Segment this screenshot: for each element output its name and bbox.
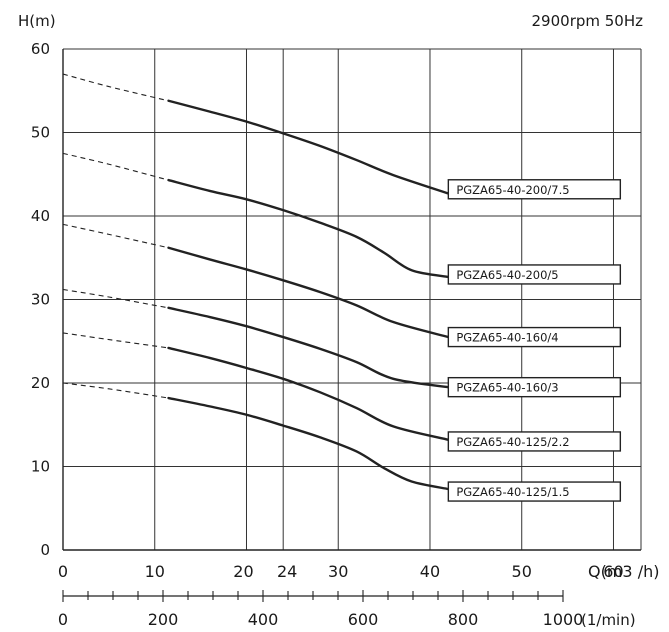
x2-tick-label: 400 <box>248 610 279 629</box>
secondary-x-axis: 0 200 400 600 800 1000 <box>58 590 583 629</box>
x2-axis-label: (1/min) <box>581 611 636 629</box>
curve-solid-2 <box>167 178 450 279</box>
curve-label: PGZA65-40-200/5 <box>456 268 558 282</box>
curve-dashed-2 <box>62 152 169 181</box>
chart-subtitle: 2900rpm 50Hz <box>532 12 644 30</box>
curve-label-box <box>447 431 622 452</box>
curve-dashed-6 <box>62 382 169 399</box>
curve-dashed-3 <box>62 223 169 249</box>
curve-label-box <box>447 481 622 502</box>
curve-label: PGZA65-40-160/4 <box>456 331 558 345</box>
x2-tick-label: 800 <box>448 610 479 629</box>
curve-solid-3 <box>167 246 450 339</box>
x2-tick-label: 1000 <box>543 610 584 629</box>
x2-tick-label: 200 <box>148 610 179 629</box>
curve-label: PGZA65-40-160/3 <box>456 381 558 395</box>
curve-solid-4 <box>167 306 450 389</box>
y-axis-label: H(m) <box>18 12 56 30</box>
x-axis-label: Q(m3 /h) <box>588 562 659 581</box>
x-tick-label: 24 <box>277 562 297 581</box>
curves <box>62 73 450 491</box>
curve-label-box <box>447 326 622 348</box>
y-tick-label: 60 <box>31 40 50 58</box>
x-tick-label: 30 <box>328 562 348 581</box>
y-tick-label: 30 <box>31 291 50 309</box>
x-tick-label: 50 <box>512 562 532 581</box>
x-tick-label: 10 <box>145 562 165 581</box>
curve-labels: PGZA65-40-200/7.5 PGZA65-40-200/5 PGZA65-4… <box>447 179 622 502</box>
x2-tick-label: 0 <box>58 610 68 629</box>
curve-solid-5 <box>167 346 450 441</box>
y-tick-label: 20 <box>31 374 50 392</box>
x-tick-label: 40 <box>420 562 440 581</box>
y-tick-label: 10 <box>31 458 50 476</box>
curve-label: PGZA65-40-200/7.5 <box>456 183 569 197</box>
curve-dashed-1 <box>62 73 169 102</box>
axes <box>62 49 641 551</box>
curve-solid-1 <box>167 99 450 195</box>
y-tick-label: 40 <box>31 207 50 225</box>
curve-dashed-4 <box>62 288 169 309</box>
curve-label: PGZA65-40-125/2.2 <box>456 435 569 449</box>
x-tick-label: 60 <box>603 562 623 581</box>
x2-tick-label: 600 <box>348 610 379 629</box>
tick-labels: 0 10 20 30 40 50 60 0 10 20 24 30 40 50 60 <box>31 40 624 581</box>
y-tick-label: 0 <box>40 541 50 559</box>
curve-label-box <box>447 179 622 200</box>
curve-solid-6 <box>167 396 450 491</box>
y-tick-label: 50 <box>31 124 50 142</box>
x-tick-label: 20 <box>233 562 253 581</box>
curve-label-box <box>447 264 622 285</box>
grid-lines <box>62 48 642 550</box>
curve-dashed-5 <box>62 332 169 349</box>
curve-label-box <box>447 376 622 398</box>
x-tick-label: 0 <box>58 562 68 581</box>
curve-label: PGZA65-40-125/1.5 <box>456 485 569 499</box>
